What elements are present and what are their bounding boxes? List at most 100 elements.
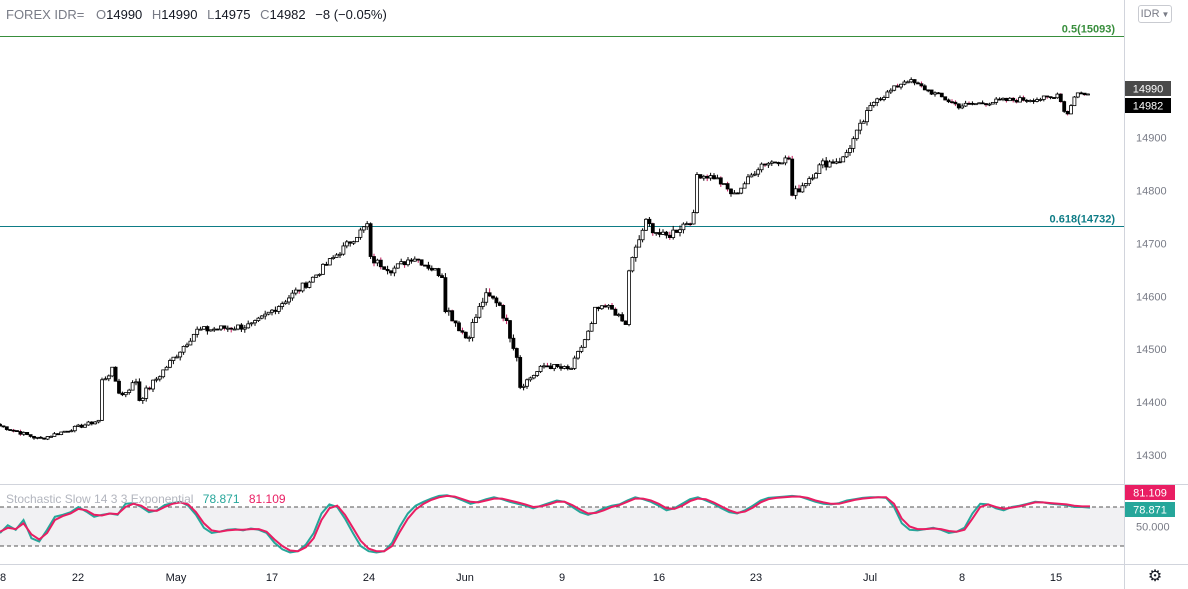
- gear-icon[interactable]: ⚙: [1147, 568, 1163, 585]
- candle-body: [1045, 95, 1050, 98]
- candle-body: [963, 102, 968, 107]
- fib-level-label-0: 0.5(15093): [1062, 24, 1116, 36]
- candle-body: [623, 320, 628, 325]
- fib-level-label-1: 0.618(14732): [1050, 214, 1116, 226]
- candle-body: [52, 433, 57, 437]
- candle-body: [708, 175, 713, 179]
- candle-body: [528, 377, 533, 381]
- indicator-legend: Stochastic Slow 14 3 3 Exponential 78.87…: [6, 492, 286, 506]
- candle-body: [807, 178, 812, 185]
- candle-body: [559, 366, 563, 369]
- candle-body: [610, 305, 614, 310]
- candle-body: [1069, 105, 1073, 115]
- stoch-band: [0, 507, 1124, 546]
- candle-body: [508, 320, 512, 339]
- candle-body: [905, 81, 910, 84]
- candle-body: [0, 423, 2, 427]
- candle-body: [1086, 93, 1090, 96]
- candle-body: [55, 433, 60, 436]
- candle-body: [705, 175, 710, 179]
- candle-body: [820, 160, 825, 166]
- candle-body: [535, 371, 540, 376]
- candle-body: [69, 430, 74, 433]
- candle-body: [1021, 97, 1026, 101]
- currency-button[interactable]: IDR ▼: [1138, 5, 1172, 23]
- candle-body: [327, 258, 332, 266]
- candle-body: [49, 436, 53, 438]
- candle-body: [290, 292, 295, 299]
- candle-body: [256, 317, 261, 321]
- y-tick-label-6: 14900: [1136, 133, 1167, 145]
- candle-body: [800, 185, 805, 193]
- candle-body: [287, 297, 291, 303]
- price-tag-open-label: 14990: [1133, 84, 1164, 96]
- candle-body: [236, 324, 240, 330]
- y-tick-label-4: 14700: [1136, 238, 1167, 250]
- candle-body: [742, 183, 747, 189]
- candle-body: [929, 89, 934, 95]
- candle-body: [674, 229, 679, 233]
- candle-body: [297, 289, 302, 292]
- candle-body: [786, 157, 791, 160]
- candle-body: [1, 425, 6, 428]
- symbol-name: FOREX IDR=: [6, 7, 85, 22]
- x-tick-label-1: 22: [72, 572, 84, 584]
- candle-body: [861, 121, 866, 124]
- x-tick-label-6: 9: [559, 572, 565, 584]
- high-label: H: [151, 7, 162, 22]
- x-tick-label-4: 24: [363, 572, 375, 584]
- candle-body: [66, 430, 70, 433]
- candle-body: [229, 327, 234, 330]
- candle-body: [208, 329, 213, 332]
- candle-body: [892, 85, 897, 91]
- candle-body: [178, 351, 183, 358]
- candle-body: [113, 366, 118, 382]
- close-value: 14982: [269, 7, 306, 22]
- candle-body: [895, 85, 900, 88]
- candle-body: [644, 218, 648, 231]
- candle-body: [249, 322, 254, 325]
- candle-body: [712, 175, 716, 180]
- candle-body: [205, 326, 210, 332]
- candle-body: [793, 188, 798, 196]
- candle-body: [1031, 100, 1036, 102]
- candle-body: [718, 177, 723, 185]
- candle-body: [344, 241, 349, 247]
- candle-body: [1018, 97, 1022, 103]
- candle-body: [661, 231, 665, 235]
- candle-body: [463, 331, 468, 339]
- x-tick-label-3: 17: [266, 572, 278, 584]
- candle-body: [385, 268, 390, 272]
- candle-body: [691, 212, 696, 225]
- candle-body: [140, 397, 145, 401]
- y-tick-label-1: 14400: [1136, 397, 1167, 409]
- candle-body: [538, 365, 543, 372]
- candle-body: [650, 223, 655, 234]
- candle-body: [868, 105, 873, 111]
- stoch-tag-1: [1125, 502, 1175, 517]
- candle-body: [763, 163, 767, 166]
- candle-body: [120, 392, 125, 396]
- candle-body: [18, 431, 23, 435]
- candle-body: [854, 129, 859, 140]
- candle-body: [72, 425, 77, 432]
- candle-body: [759, 163, 764, 171]
- candle-body: [317, 273, 322, 276]
- candle-body: [871, 102, 876, 106]
- candle-body: [402, 261, 407, 266]
- candle-body: [824, 160, 829, 168]
- candle-body: [565, 366, 570, 370]
- candle-body: [215, 328, 220, 331]
- candle-body: [181, 346, 186, 353]
- candle-body: [912, 79, 917, 84]
- candle-body: [79, 424, 84, 428]
- candle-body: [627, 270, 631, 325]
- candle-body: [110, 366, 115, 377]
- candle-body: [518, 357, 523, 388]
- candle-body: [545, 365, 550, 368]
- candle-body: [341, 245, 346, 255]
- candle-body: [916, 82, 920, 85]
- y-tick-label-5: 14800: [1136, 186, 1167, 198]
- candle-body: [514, 348, 519, 358]
